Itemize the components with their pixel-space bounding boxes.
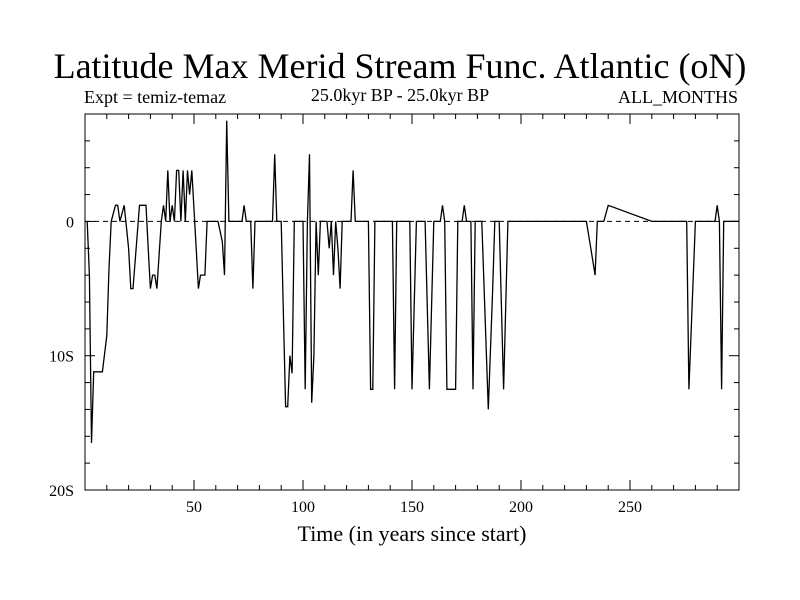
series-group — [86, 120, 739, 444]
x-tick-label: 250 — [618, 499, 642, 516]
y-tick-label: 20S — [49, 483, 74, 500]
series-line — [86, 120, 739, 444]
y-tick-labels: 0 10S 20S — [49, 214, 74, 500]
tick-marks — [85, 113, 739, 490]
x-tick-label: 200 — [509, 499, 533, 516]
experiment-label: Expt = temiz-temaz — [84, 87, 227, 107]
months-label: ALL_MONTHS — [618, 87, 738, 107]
y-tick-label: 0 — [66, 214, 74, 231]
x-tick-label: 100 — [291, 499, 315, 516]
period-label: 25.0kyr BP - 25.0kyr BP — [310, 85, 490, 105]
x-tick-label: 150 — [400, 499, 424, 516]
chart-title: Latitude Max Merid Stream Func. Atlantic… — [53, 46, 747, 86]
x-tick-labels: 50 100 150 200 250 — [186, 499, 642, 516]
x-tick-label: 50 — [186, 499, 202, 516]
x-axis-label: Time (in years since start) — [298, 521, 527, 546]
y-tick-label: 10S — [49, 349, 74, 366]
